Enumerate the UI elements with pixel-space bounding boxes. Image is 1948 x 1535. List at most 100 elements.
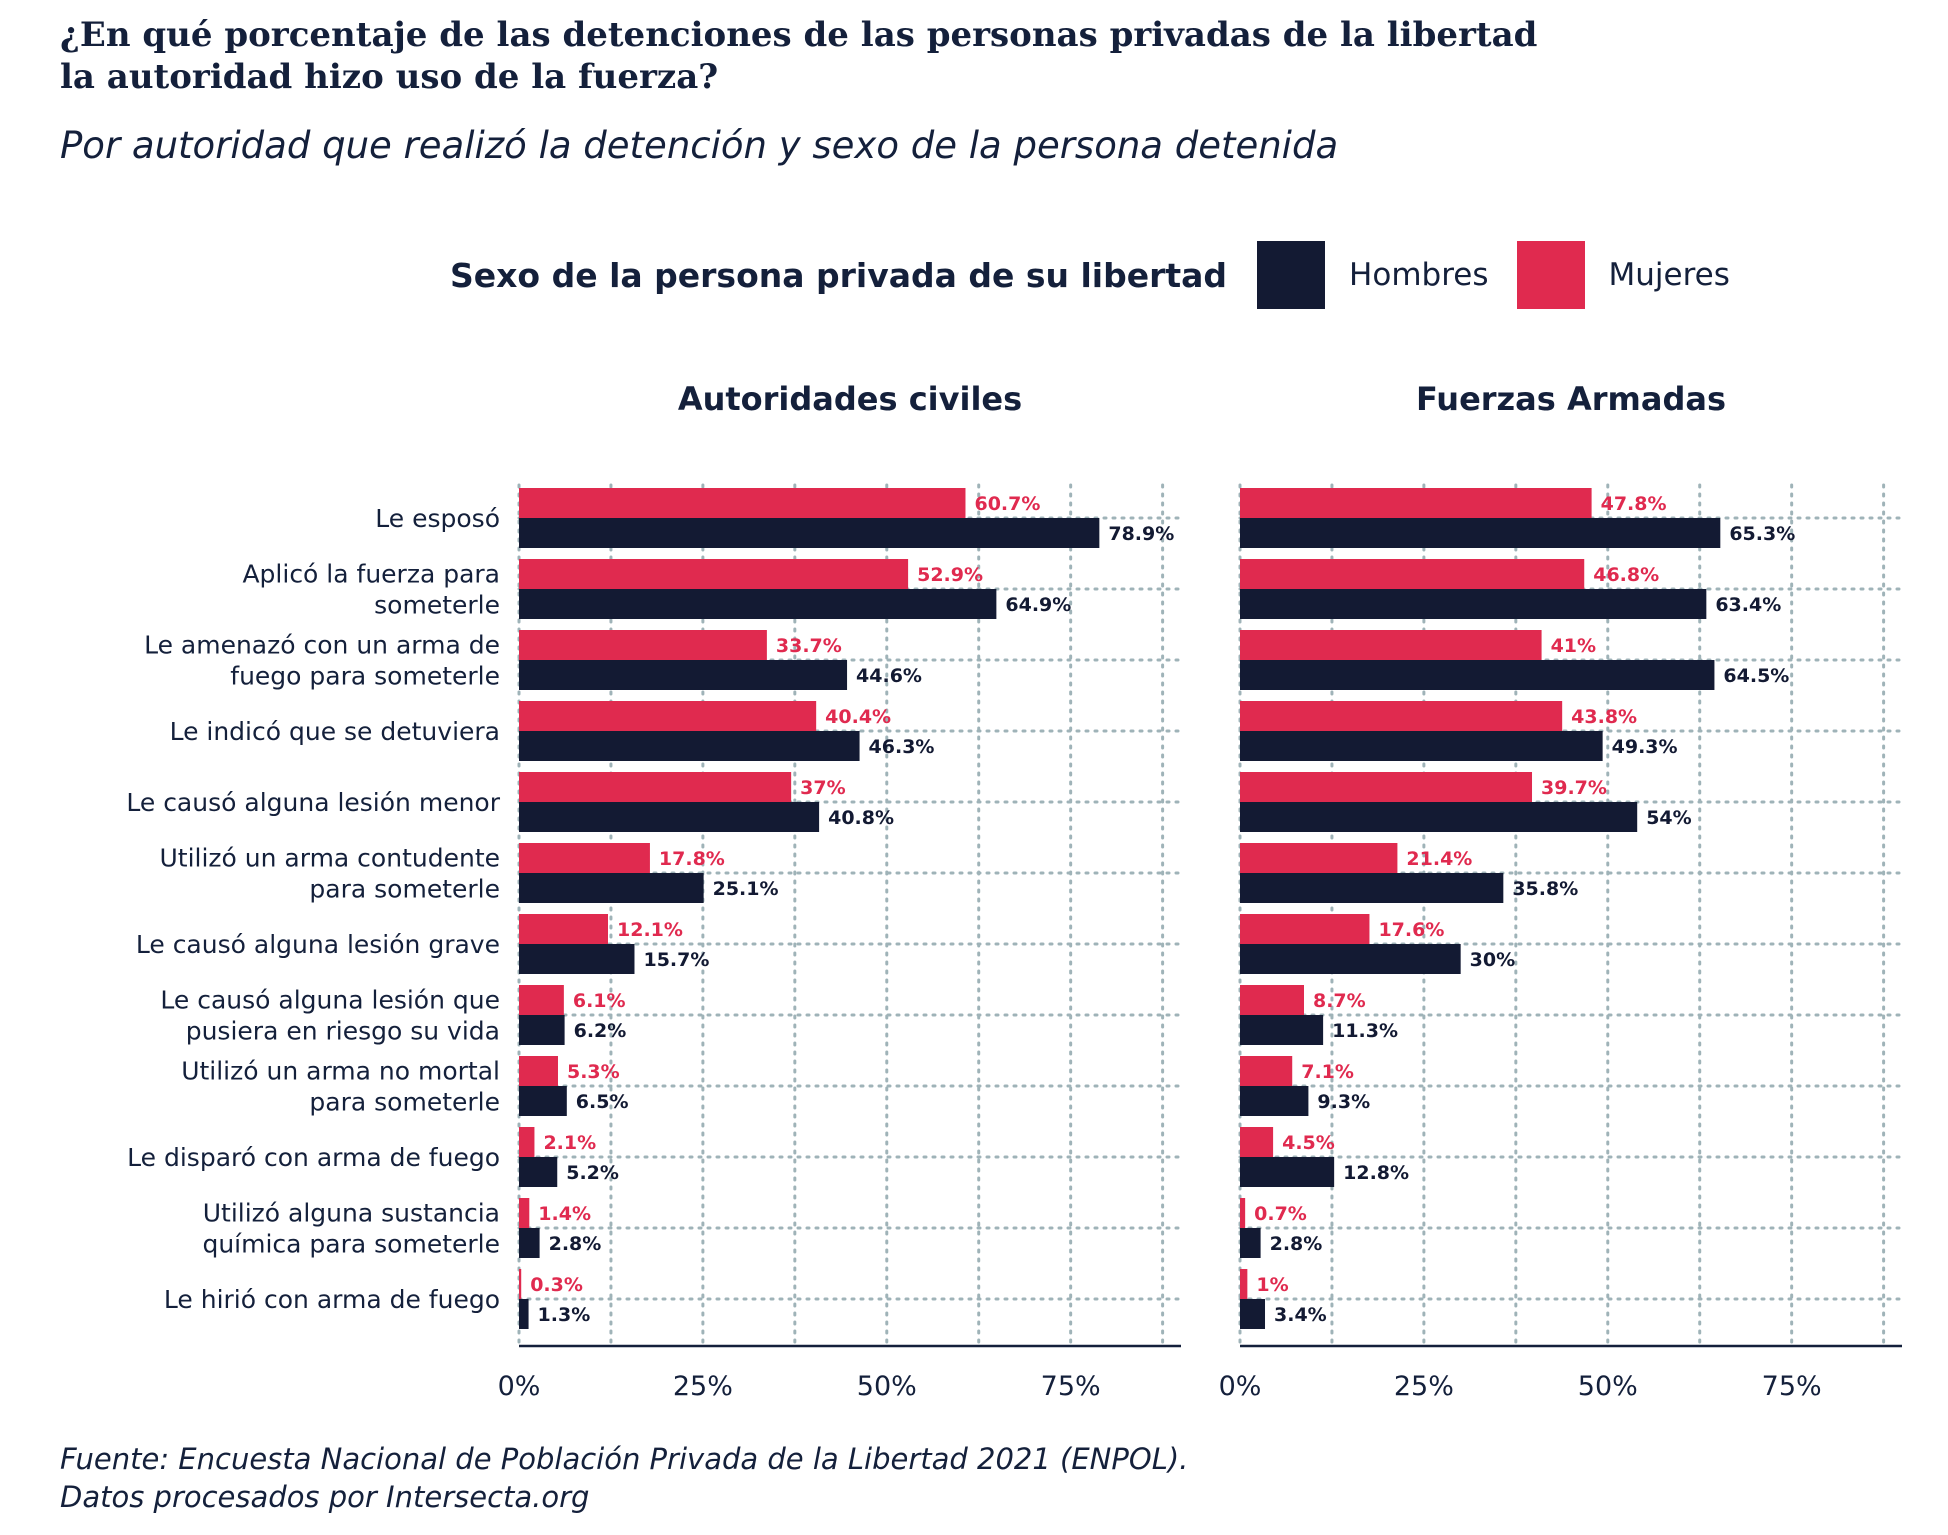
- bar-civiles-mujeres-7: [519, 985, 564, 1015]
- data-label-armadas-hombres-0: 65.3%: [1729, 523, 1795, 545]
- bar-civiles-mujeres-5: [519, 843, 650, 873]
- bar-armadas-hombres-9: [1240, 1157, 1335, 1187]
- source-note: Fuente: Encuesta Nacional de Población P…: [60, 1440, 1188, 1516]
- data-label-armadas-hombres-8: 9.3%: [1317, 1091, 1370, 1113]
- x-tick-label-armadas-3: 75%: [1762, 1371, 1822, 1402]
- x-tick-label-civiles-1: 25%: [673, 1371, 733, 1402]
- data-label-civiles-mujeres-5: 17.8%: [659, 848, 725, 870]
- legend: Sexo de la persona privada de su liberta…: [450, 240, 1758, 310]
- data-label-civiles-mujeres-8: 5.3%: [567, 1061, 620, 1083]
- bar-armadas-mujeres-2: [1240, 630, 1542, 660]
- bar-armadas-hombres-10: [1240, 1228, 1261, 1258]
- bar-armadas-hombres-11: [1240, 1299, 1266, 1329]
- bar-armadas-mujeres-5: [1240, 843, 1398, 873]
- category-label-9-line-1: Le disparó con arma de fuego: [127, 1143, 500, 1172]
- bar-armadas-hombres-0: [1240, 518, 1721, 548]
- bar-civiles-mujeres-11: [519, 1269, 522, 1299]
- bar-armadas-hombres-8: [1240, 1086, 1309, 1116]
- data-label-armadas-mujeres-9: 4.5%: [1282, 1132, 1335, 1154]
- data-label-armadas-mujeres-3: 43.8%: [1571, 706, 1637, 728]
- bar-civiles-mujeres-6: [519, 914, 609, 944]
- bar-armadas-mujeres-1: [1240, 559, 1585, 589]
- bar-civiles-mujeres-8: [519, 1056, 558, 1086]
- category-label-1-line-2: someterle: [374, 591, 500, 620]
- category-label-8-line-1: Utilizó un arma no mortal: [181, 1057, 500, 1086]
- category-label-5-line-2: para someterle: [309, 875, 500, 904]
- bar-civiles-hombres-3: [519, 731, 860, 761]
- data-label-armadas-hombres-5: 35.8%: [1512, 878, 1578, 900]
- data-label-armadas-hombres-1: 63.4%: [1715, 594, 1781, 616]
- data-label-civiles-hombres-5: 25.1%: [713, 878, 779, 900]
- bar-armadas-mujeres-0: [1240, 488, 1592, 518]
- x-tick-label-armadas-1: 25%: [1394, 1371, 1454, 1402]
- category-label-10-line-2: química para someterle: [202, 1230, 500, 1259]
- bar-civiles-hombres-6: [519, 944, 635, 974]
- source-line-1: Fuente: Encuesta Nacional de Población P…: [60, 1442, 1189, 1476]
- category-label-1-line-1: Aplicó la fuerza para: [242, 560, 500, 589]
- data-label-armadas-hombres-7: 11.3%: [1332, 1020, 1398, 1042]
- bar-armadas-hombres-1: [1240, 589, 1707, 619]
- data-label-armadas-mujeres-0: 47.8%: [1601, 493, 1667, 515]
- bar-civiles-mujeres-4: [519, 772, 792, 802]
- bar-civiles-hombres-0: [519, 518, 1100, 548]
- data-label-civiles-mujeres-6: 12.1%: [617, 919, 683, 941]
- bar-armadas-hombres-5: [1240, 873, 1504, 903]
- bar-civiles-mujeres-2: [519, 630, 767, 660]
- bar-armadas-mujeres-10: [1240, 1198, 1246, 1228]
- data-label-armadas-hombres-4: 54%: [1646, 807, 1691, 829]
- x-tick-label-armadas-2: 50%: [1578, 1371, 1638, 1402]
- data-label-armadas-mujeres-5: 21.4%: [1406, 848, 1472, 870]
- bar-armadas-mujeres-3: [1240, 701, 1563, 731]
- data-label-civiles-mujeres-0: 60.7%: [974, 493, 1040, 515]
- bar-armadas-mujeres-4: [1240, 772, 1533, 802]
- source-line-2: Datos procesados por Intersecta.org: [60, 1480, 590, 1514]
- data-label-civiles-hombres-1: 64.9%: [1005, 594, 1071, 616]
- chart-title: ¿En qué porcentaje de las detenciones de…: [60, 14, 1860, 98]
- category-label-5-line-1: Utilizó un arma contudente: [159, 844, 500, 873]
- data-label-civiles-hombres-4: 40.8%: [828, 807, 894, 829]
- data-label-civiles-mujeres-10: 1.4%: [538, 1203, 591, 1225]
- category-label-6-line-1: Le causó alguna lesión grave: [136, 930, 500, 959]
- data-label-civiles-mujeres-4: 37%: [800, 777, 845, 799]
- legend-swatch-hombres: [1257, 241, 1326, 309]
- bar-civiles-hombres-10: [519, 1228, 540, 1258]
- data-label-armadas-mujeres-7: 8.7%: [1313, 990, 1366, 1012]
- legend-title: Sexo de la persona privada de su liberta…: [450, 255, 1228, 295]
- category-label-10-line-1: Utilizó alguna sustancia: [203, 1199, 500, 1228]
- legend-label-hombres: Hombres: [1349, 257, 1489, 293]
- bar-armadas-hombres-4: [1240, 802, 1638, 832]
- category-label-8-line-2: para someterle: [309, 1088, 500, 1117]
- bar-civiles-hombres-8: [519, 1086, 567, 1116]
- chart-title-line-1: ¿En qué porcentaje de las detenciones de…: [60, 15, 1538, 55]
- data-label-civiles-hombres-9: 5.2%: [566, 1162, 619, 1184]
- bar-civiles-mujeres-10: [519, 1198, 530, 1228]
- bar-civiles-hombres-11: [519, 1299, 529, 1329]
- bar-armadas-hombres-3: [1240, 731, 1603, 761]
- bar-civiles-mujeres-3: [519, 701, 817, 731]
- bar-civiles-hombres-9: [519, 1157, 558, 1187]
- data-label-civiles-mujeres-11: 0.3%: [530, 1274, 583, 1296]
- data-label-civiles-hombres-10: 2.8%: [549, 1233, 602, 1255]
- category-label-11-line-1: Le hirió con arma de fuego: [164, 1285, 500, 1314]
- data-label-civiles-hombres-0: 78.9%: [1108, 523, 1174, 545]
- data-label-civiles-hombres-6: 15.7%: [643, 949, 709, 971]
- data-label-armadas-hombres-11: 3.4%: [1274, 1304, 1327, 1326]
- category-label-7-line-2: pusiera en riesgo su vida: [186, 1017, 500, 1046]
- data-label-armadas-hombres-9: 12.8%: [1343, 1162, 1409, 1184]
- category-label-7-line-1: Le causó alguna lesión que: [160, 986, 500, 1015]
- category-label-2-line-2: fuego para someterle: [230, 662, 500, 691]
- chart-title-line-2: la autoridad hizo uso de la fuerza?: [60, 57, 719, 97]
- category-label-3-line-1: Le indicó que se detuviera: [170, 717, 500, 746]
- data-label-civiles-hombres-3: 46.3%: [869, 736, 935, 758]
- data-label-armadas-mujeres-1: 46.8%: [1593, 564, 1659, 586]
- data-label-armadas-mujeres-10: 0.7%: [1254, 1203, 1307, 1225]
- legend-swatch-mujeres: [1516, 241, 1585, 309]
- category-label-2-line-1: Le amenazó con un arma de: [144, 631, 500, 660]
- x-tick-label-civiles-0: 0%: [498, 1371, 541, 1402]
- bar-civiles-hombres-7: [519, 1015, 565, 1045]
- data-label-civiles-mujeres-3: 40.4%: [825, 706, 891, 728]
- data-label-armadas-mujeres-11: 1%: [1256, 1274, 1288, 1296]
- x-tick-label-civiles-2: 50%: [857, 1371, 917, 1402]
- category-label-4-line-1: Le causó alguna lesión menor: [126, 788, 500, 817]
- data-label-armadas-hombres-6: 30%: [1470, 949, 1515, 971]
